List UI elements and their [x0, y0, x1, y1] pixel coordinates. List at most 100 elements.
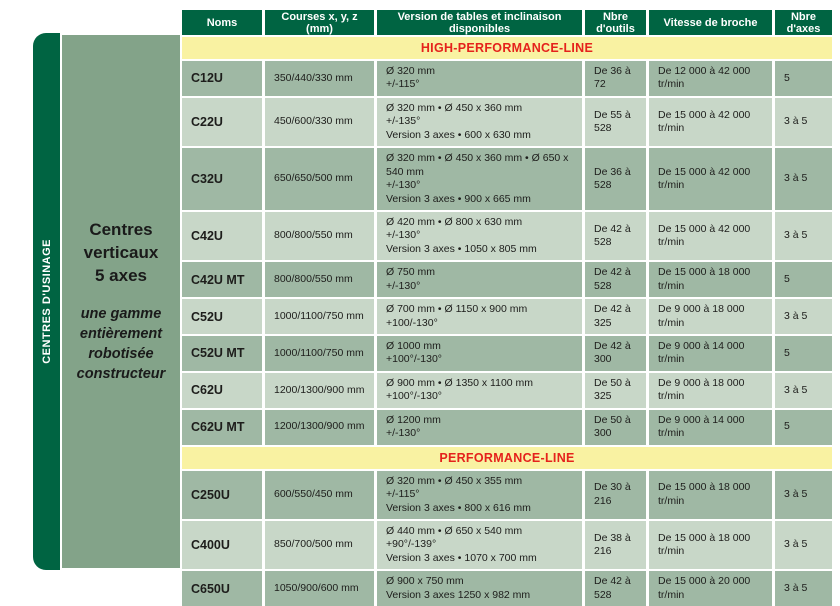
- header-row: Noms Courses x, y, z (mm) Version de tab…: [182, 10, 832, 35]
- cell-outils: De 36 à 72: [582, 59, 646, 96]
- cell-courses: 800/800/550 mm: [262, 209, 374, 261]
- cell-axes: 3 à 5: [772, 146, 832, 210]
- cell-outils: De 50 à 325: [582, 370, 646, 408]
- table-row: C22U 450/600/330 mm Ø 320 mm • Ø 450 x 3…: [182, 95, 832, 147]
- cell-vitesse: De 15 000 à 42 000 tr/min: [646, 146, 772, 210]
- cell-outils: De 42 à 300: [582, 334, 646, 371]
- table-row: C650U 1050/900/600 mm Ø 900 x 750 mm Ver…: [182, 569, 832, 606]
- cell-courses: 850/700/500 mm: [262, 518, 374, 570]
- cell-outils: De 42 à 528: [582, 260, 646, 298]
- cell-name: C42U MT: [182, 260, 262, 298]
- col-header-vitesse: Vitesse de broche: [646, 10, 772, 35]
- cell-courses: 1050/900/600 mm: [262, 569, 374, 606]
- cell-courses: 650/650/500 mm: [262, 146, 374, 210]
- cell-vitesse: De 12 000 à 42 000 tr/min: [646, 59, 772, 96]
- col-header-courses: Courses x, y, z (mm): [262, 10, 374, 35]
- cell-vitesse: De 9 000 à 14 000 tr/min: [646, 407, 772, 445]
- cell-version: Ø 700 mm • Ø 1150 x 900 mm +100/-130°: [374, 297, 582, 334]
- table-row: C62U MT 1200/1300/900 mm Ø 1200 mm +/-13…: [182, 407, 832, 445]
- cell-axes: 3 à 5: [772, 569, 832, 606]
- cell-axes: 3 à 5: [772, 209, 832, 261]
- cell-courses: 600/550/450 mm: [262, 468, 374, 519]
- cell-axes: 3 à 5: [772, 518, 832, 570]
- cell-outils: De 42 à 528: [582, 209, 646, 261]
- cell-outils: De 30 à 216: [582, 468, 646, 519]
- table-row: C12U 350/440/330 mm Ø 320 mm +/-115° De …: [182, 59, 832, 96]
- cell-vitesse: De 15 000 à 18 000 tr/min: [646, 260, 772, 298]
- side-panel: Centres verticaux 5 axes une gamme entiè…: [62, 35, 180, 568]
- cell-axes: 5: [772, 407, 832, 445]
- cell-vitesse: De 15 000 à 42 000 tr/min: [646, 209, 772, 261]
- cell-vitesse: De 9 000 à 18 000 tr/min: [646, 297, 772, 334]
- cell-name: C22U: [182, 95, 262, 147]
- panel-title: Centres verticaux 5 axes: [83, 220, 159, 285]
- cell-outils: De 42 à 325: [582, 297, 646, 334]
- cell-axes: 3 à 5: [772, 468, 832, 519]
- cell-name: C62U: [182, 370, 262, 408]
- cell-courses: 1000/1100/750 mm: [262, 334, 374, 371]
- cell-name: C400U: [182, 518, 262, 570]
- table-row: C32U 650/650/500 mm Ø 320 mm • Ø 450 x 3…: [182, 146, 832, 210]
- table-row: C42U 800/800/550 mm Ø 420 mm • Ø 800 x 6…: [182, 209, 832, 261]
- table-row: C400U 850/700/500 mm Ø 440 mm • Ø 650 x …: [182, 518, 832, 570]
- section-band-label: PERFORMANCE-LINE: [182, 444, 832, 469]
- cell-version: Ø 320 mm • Ø 450 x 360 mm +/-135° Versio…: [374, 95, 582, 147]
- cell-name: C42U: [182, 209, 262, 261]
- category-vertical-tab: CENTRES D'USINAGE: [33, 33, 60, 570]
- cell-name: C650U: [182, 569, 262, 606]
- cell-courses: 1200/1300/900 mm: [262, 370, 374, 408]
- table-row: C250U 600/550/450 mm Ø 320 mm • Ø 450 x …: [182, 468, 832, 519]
- cell-outils: De 38 à 216: [582, 518, 646, 570]
- cell-version: Ø 440 mm • Ø 650 x 540 mm +90°/-139° Ver…: [374, 518, 582, 570]
- cell-outils: De 55 à 528: [582, 95, 646, 147]
- cell-name: C250U: [182, 468, 262, 519]
- cell-axes: 5: [772, 260, 832, 298]
- section-band-performance-line: PERFORMANCE-LINE: [182, 444, 832, 469]
- cell-outils: De 36 à 528: [582, 146, 646, 210]
- cell-name: C62U MT: [182, 407, 262, 445]
- cell-vitesse: De 9 000 à 14 000 tr/min: [646, 334, 772, 371]
- cell-version: Ø 420 mm • Ø 800 x 630 mm +/-130° Versio…: [374, 209, 582, 261]
- cell-version: Ø 900 mm • Ø 1350 x 1100 mm +100°/-130°: [374, 370, 582, 408]
- col-header-noms: Noms: [182, 10, 262, 35]
- cell-vitesse: De 15 000 à 18 000 tr/min: [646, 468, 772, 519]
- cell-version: Ø 320 mm • Ø 450 x 360 mm • Ø 650 x 540 …: [374, 146, 582, 210]
- col-header-version: Version de tables et inclinaison disponi…: [374, 10, 582, 35]
- cell-version: Ø 900 x 750 mm Version 3 axes 1250 x 982…: [374, 569, 582, 606]
- cell-axes: 3 à 5: [772, 297, 832, 334]
- cell-name: C52U: [182, 297, 262, 334]
- col-header-axes: Nbre d'axes: [772, 10, 832, 35]
- table-row: C42U MT 800/800/550 mm Ø 750 mm +/-130° …: [182, 260, 832, 298]
- cell-outils: De 42 à 528: [582, 569, 646, 606]
- cell-name: C52U MT: [182, 334, 262, 371]
- cell-axes: 5: [772, 334, 832, 371]
- cell-vitesse: De 15 000 à 18 000 tr/min: [646, 518, 772, 570]
- cell-version: Ø 1200 mm +/-130°: [374, 407, 582, 445]
- cell-vitesse: De 9 000 à 18 000 tr/min: [646, 370, 772, 408]
- cell-version: Ø 320 mm +/-115°: [374, 59, 582, 96]
- cell-courses: 350/440/330 mm: [262, 59, 374, 96]
- cell-courses: 1000/1100/750 mm: [262, 297, 374, 334]
- section-band-high-performance-line: HIGH-PERFORMANCE-LINE: [182, 35, 832, 59]
- spec-table-container: Noms Courses x, y, z (mm) Version de tab…: [182, 10, 832, 606]
- cell-vitesse: De 15 000 à 20 000 tr/min: [646, 569, 772, 606]
- cell-axes: 3 à 5: [772, 370, 832, 408]
- cell-courses: 450/600/330 mm: [262, 95, 374, 147]
- table-row: C62U 1200/1300/900 mm Ø 900 mm • Ø 1350 …: [182, 370, 832, 408]
- table-row: C52U MT 1000/1100/750 mm Ø 1000 mm +100°…: [182, 334, 832, 371]
- cell-version: Ø 750 mm +/-130°: [374, 260, 582, 298]
- cell-courses: 1200/1300/900 mm: [262, 407, 374, 445]
- cell-version: Ø 1000 mm +100°/-130°: [374, 334, 582, 371]
- cell-axes: 5: [772, 59, 832, 96]
- table-row: C52U 1000/1100/750 mm Ø 700 mm • Ø 1150 …: [182, 297, 832, 334]
- cell-courses: 800/800/550 mm: [262, 260, 374, 298]
- section-band-label: HIGH-PERFORMANCE-LINE: [182, 35, 832, 59]
- cell-vitesse: De 15 000 à 42 000 tr/min: [646, 95, 772, 147]
- cell-outils: De 50 à 300: [582, 407, 646, 445]
- cell-version: Ø 320 mm • Ø 450 x 355 mm +/-115° Versio…: [374, 468, 582, 519]
- category-vertical-label: CENTRES D'USINAGE: [40, 239, 53, 364]
- col-header-outils: Nbre d'outils: [582, 10, 646, 35]
- cell-name: C32U: [182, 146, 262, 210]
- cell-name: C12U: [182, 59, 262, 96]
- cell-axes: 3 à 5: [772, 95, 832, 147]
